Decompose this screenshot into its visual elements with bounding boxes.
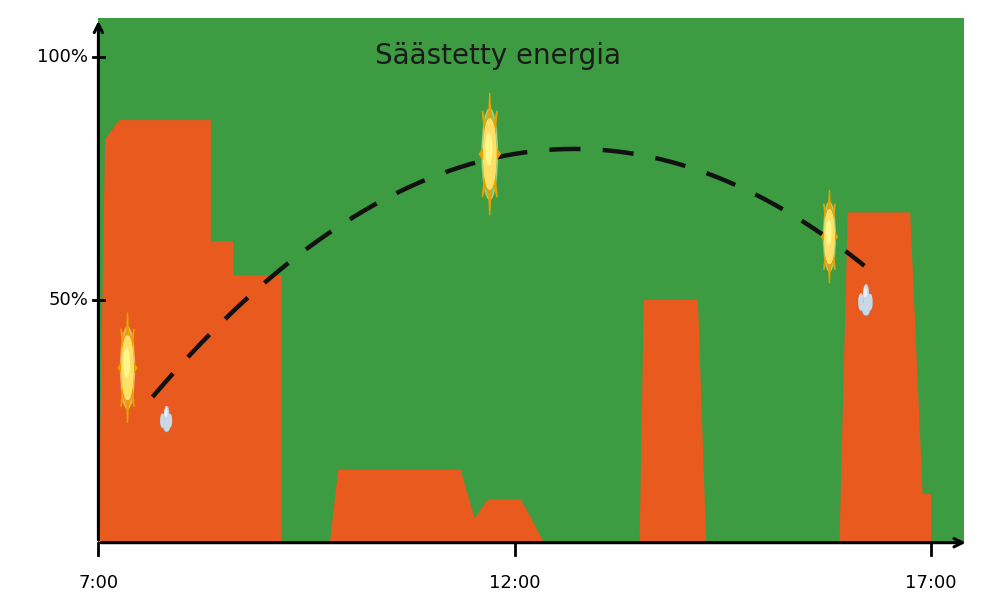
Circle shape: [484, 119, 496, 189]
Polygon shape: [829, 259, 830, 283]
Circle shape: [122, 336, 133, 399]
Polygon shape: [833, 231, 837, 242]
Polygon shape: [492, 169, 497, 197]
Circle shape: [120, 327, 135, 409]
Ellipse shape: [163, 421, 169, 432]
Ellipse shape: [168, 414, 171, 427]
Polygon shape: [482, 111, 487, 139]
Ellipse shape: [863, 303, 870, 316]
Polygon shape: [482, 169, 487, 197]
Ellipse shape: [859, 294, 863, 310]
Circle shape: [825, 210, 834, 264]
Text: 100%: 100%: [37, 48, 89, 66]
Text: Säästetty energia: Säästetty energia: [375, 42, 621, 71]
Ellipse shape: [160, 414, 164, 427]
Ellipse shape: [160, 415, 164, 428]
Circle shape: [122, 336, 133, 399]
Polygon shape: [829, 190, 830, 215]
Circle shape: [484, 119, 496, 189]
Text: 12:00: 12:00: [489, 574, 540, 592]
Circle shape: [124, 349, 129, 377]
Polygon shape: [495, 147, 500, 162]
Polygon shape: [822, 231, 826, 242]
Polygon shape: [132, 361, 137, 375]
Ellipse shape: [868, 295, 872, 311]
Ellipse shape: [164, 409, 167, 416]
Polygon shape: [479, 147, 485, 162]
Ellipse shape: [168, 415, 171, 428]
Text: 50%: 50%: [48, 291, 89, 309]
Polygon shape: [126, 394, 129, 423]
Polygon shape: [130, 329, 134, 355]
Polygon shape: [130, 381, 134, 407]
Ellipse shape: [164, 408, 168, 423]
Ellipse shape: [859, 295, 863, 311]
Polygon shape: [121, 329, 125, 355]
Circle shape: [482, 109, 498, 200]
Polygon shape: [831, 248, 835, 270]
Polygon shape: [118, 361, 123, 375]
Ellipse shape: [164, 406, 168, 422]
Polygon shape: [492, 111, 497, 139]
Ellipse shape: [864, 286, 868, 305]
Ellipse shape: [868, 294, 872, 309]
Polygon shape: [488, 183, 491, 215]
Circle shape: [827, 221, 830, 245]
Text: 17:00: 17:00: [905, 574, 956, 592]
Polygon shape: [121, 381, 125, 407]
Ellipse shape: [863, 302, 870, 315]
Polygon shape: [126, 312, 129, 342]
Circle shape: [824, 202, 835, 271]
Polygon shape: [824, 248, 828, 270]
Ellipse shape: [163, 420, 169, 431]
Text: 7:00: 7:00: [79, 574, 118, 592]
Circle shape: [486, 133, 492, 165]
Polygon shape: [98, 120, 931, 543]
Ellipse shape: [864, 285, 868, 304]
Polygon shape: [824, 204, 828, 226]
Ellipse shape: [864, 288, 867, 297]
Polygon shape: [831, 204, 835, 226]
Polygon shape: [488, 93, 491, 125]
Circle shape: [825, 210, 834, 264]
